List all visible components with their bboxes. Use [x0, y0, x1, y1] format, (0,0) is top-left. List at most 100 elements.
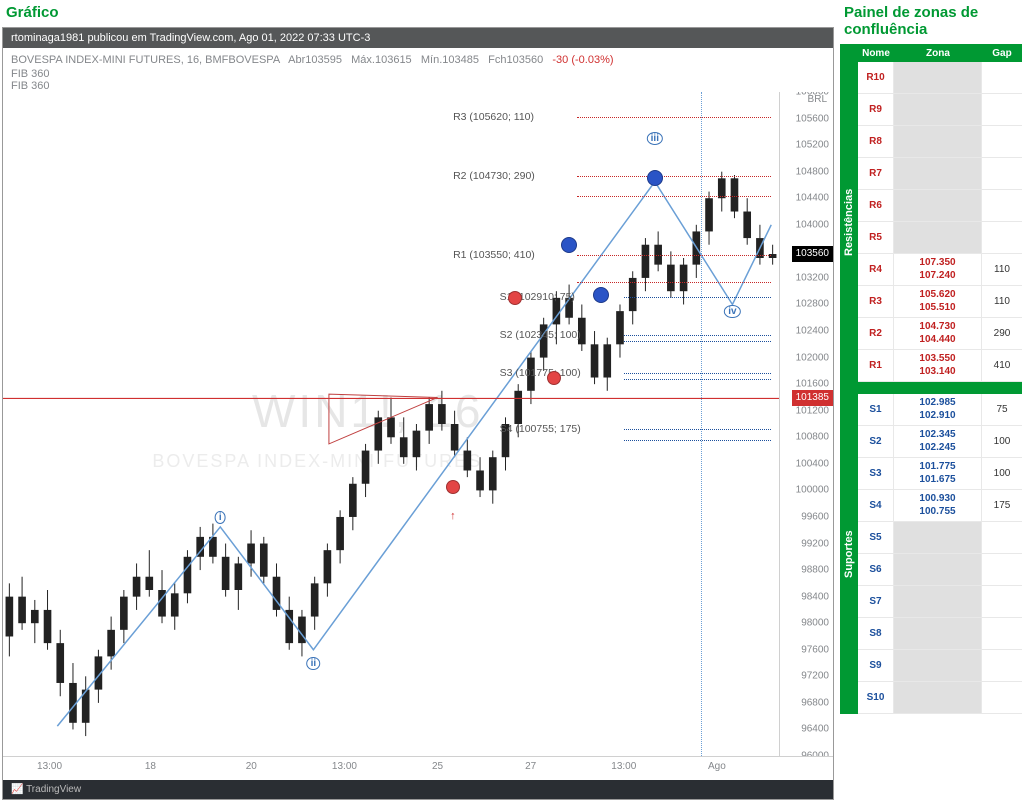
zone-name: R5	[858, 222, 894, 253]
zones-header: Nome Zona Gap	[840, 44, 1022, 62]
zones-col-zona: Zona	[894, 48, 982, 59]
y-tick: 104000	[796, 219, 829, 230]
zones-col-nome: Nome	[858, 48, 894, 59]
y-axis: BRL 960009640096800972009760098000984009…	[779, 92, 833, 756]
zone-row: S10	[858, 682, 1022, 714]
ohlc-open: 103595	[305, 54, 342, 66]
price-tag: 101385	[792, 390, 833, 406]
zone-name: S10	[858, 682, 894, 713]
x-tick: 13:00	[611, 761, 636, 772]
level-line	[577, 176, 771, 177]
zone-name: R9	[858, 94, 894, 125]
wave-label: i	[215, 511, 226, 523]
chart-marker	[593, 287, 609, 303]
ohlc-change: -30 (-0.03%)	[552, 54, 613, 66]
zone-name: R2	[858, 318, 894, 349]
zone-name: S6	[858, 554, 894, 585]
zone-gap	[982, 190, 1022, 221]
zone-name: S7	[858, 586, 894, 617]
level-line	[624, 440, 771, 441]
zone-zone: 105.620105.510	[894, 286, 982, 317]
zone-zone	[894, 190, 982, 221]
zones-col-gap: Gap	[982, 48, 1022, 59]
zone-name: R6	[858, 190, 894, 221]
level-line	[577, 282, 771, 283]
y-tick: 102000	[796, 352, 829, 363]
level-line	[624, 297, 771, 298]
zone-row: S5	[858, 522, 1022, 554]
level-label: R2 (104730; 290)	[453, 170, 535, 182]
zone-row: S1102.985102.91075	[858, 394, 1022, 426]
zones-title: Painel de zonas de confluência	[840, 2, 1022, 44]
y-tick: 99200	[801, 538, 829, 549]
zone-name: S1	[858, 394, 894, 425]
zone-row: R9	[858, 94, 1022, 126]
zone-name: R8	[858, 126, 894, 157]
level-label: R3 (105620; 110)	[453, 111, 534, 123]
chart-svg	[3, 92, 833, 756]
zone-row: S9	[858, 650, 1022, 682]
chart-marker	[446, 480, 460, 494]
chart-marker	[547, 371, 561, 385]
y-tick: 97200	[801, 671, 829, 682]
ohlc-close: 103560	[506, 54, 543, 66]
zone-zone	[894, 554, 982, 585]
zone-row: R3105.620105.510110	[858, 286, 1022, 318]
y-tick: 104800	[796, 166, 829, 177]
zone-name: S8	[858, 618, 894, 649]
chart-container: rtominaga1981 publicou em TradingView.co…	[2, 27, 834, 800]
y-tick: 100400	[796, 458, 829, 469]
zone-name: S5	[858, 522, 894, 553]
zone-name: S4	[858, 490, 894, 521]
zone-row: S2102.345102.245100	[858, 426, 1022, 458]
zone-row: R4107.350107.240110	[858, 254, 1022, 286]
zone-name: S2	[858, 426, 894, 457]
zone-row: R2104.730104.440290	[858, 318, 1022, 350]
zones-sup-label: Suportes	[840, 394, 858, 714]
y-tick: 105200	[796, 140, 829, 151]
x-tick: 13:00	[37, 761, 62, 772]
y-tick: 99600	[801, 511, 829, 522]
y-tick: 103200	[796, 272, 829, 283]
x-tick: 13:00	[332, 761, 357, 772]
y-tick: 98000	[801, 618, 829, 629]
zone-gap	[982, 586, 1022, 617]
zone-gap	[982, 682, 1022, 713]
zone-name: R7	[858, 158, 894, 189]
arrow-icon: ↑	[450, 510, 456, 522]
zone-gap: 100	[982, 458, 1022, 489]
zones-divider	[840, 382, 1022, 394]
zone-row: S6	[858, 554, 1022, 586]
footer-label: TradingView	[26, 784, 81, 795]
x-tick: 27	[525, 761, 536, 772]
price-tag: 103560	[792, 246, 833, 262]
zone-name: R10	[858, 62, 894, 93]
zone-zone	[894, 618, 982, 649]
zone-gap	[982, 126, 1022, 157]
zone-gap	[982, 158, 1022, 189]
zone-gap: 175	[982, 490, 1022, 521]
zone-gap	[982, 62, 1022, 93]
level-line	[624, 429, 771, 430]
chart-body[interactable]: WIN1!, 16 BOVESPA INDEX-MINI FUTURES BRL…	[3, 92, 833, 756]
zone-row: R5	[858, 222, 1022, 254]
y-tick: 97600	[801, 644, 829, 655]
level-label: S4 (100755; 175)	[500, 423, 581, 435]
y-tick: 105600	[796, 113, 829, 124]
zone-gap	[982, 222, 1022, 253]
wave-label: ii	[307, 657, 321, 669]
chart-indicator-2: FIB 360	[3, 80, 833, 92]
zone-gap: 110	[982, 254, 1022, 285]
zone-row: R10	[858, 62, 1022, 94]
level-line	[577, 255, 771, 256]
time-cursor	[701, 92, 702, 756]
zone-name: S9	[858, 650, 894, 681]
zone-zone	[894, 158, 982, 189]
x-tick: 20	[246, 761, 257, 772]
zone-zone	[894, 650, 982, 681]
chart-marker	[647, 170, 663, 186]
zone-gap: 110	[982, 286, 1022, 317]
zone-gap: 290	[982, 318, 1022, 349]
zone-zone	[894, 94, 982, 125]
chart-marker	[561, 237, 577, 253]
